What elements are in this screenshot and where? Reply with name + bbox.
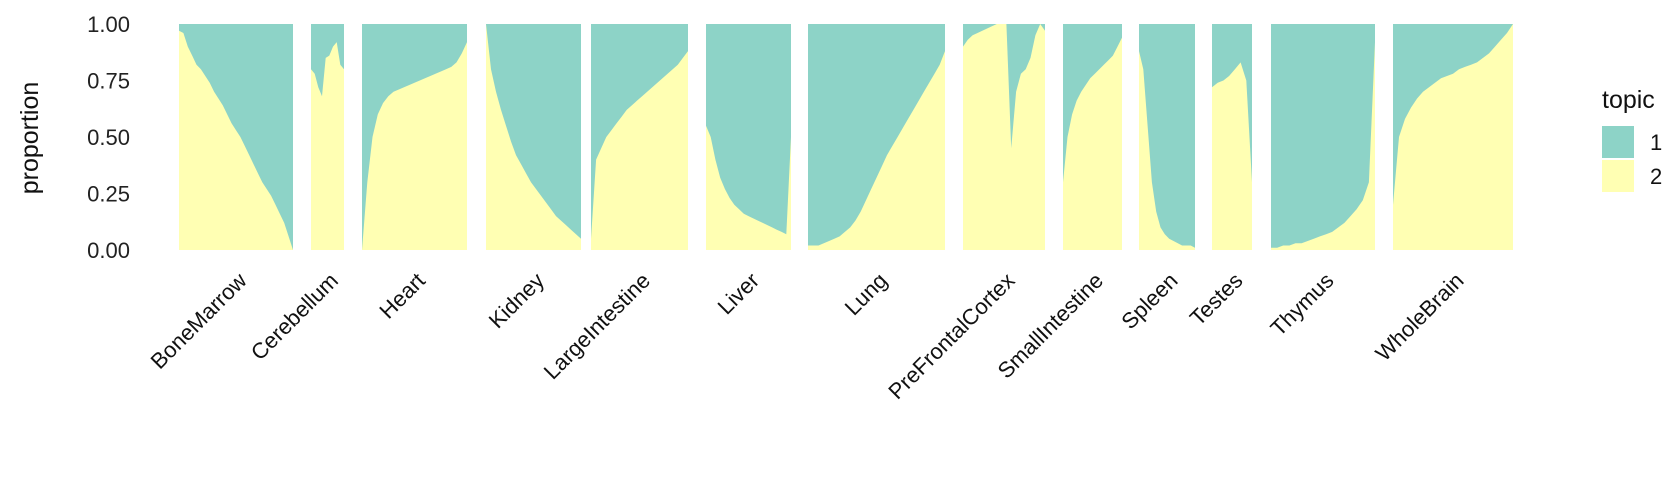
y-tick-label: 0.00 [87,238,130,263]
legend-swatch-topic-1 [1602,126,1634,158]
legend-label-topic-2: 2 [1650,164,1662,189]
group-label-cerebellum: Cerebellum [246,268,343,365]
y-tick-label: 0.25 [87,182,130,207]
topic-2-area-bone-marrow [179,30,293,250]
group-label-large-intestine: LargeIntestine [539,268,655,384]
topic-2-area-small-intestine [1063,37,1122,250]
panel-thymus [1271,24,1375,250]
y-axis-title: proportion [16,82,44,195]
panel-liver [706,24,791,250]
topic-2-area-whole-brain [1393,24,1513,250]
group-label-whole-brain: WholeBrain [1370,268,1468,366]
panel-heart [362,24,467,250]
group-label-heart: Heart [374,268,430,324]
group-label-kidney: Kidney [484,268,549,333]
topic-2-area-cerebellum [311,42,344,250]
y-tick-label: 0.75 [87,69,130,94]
panel-spleen [1139,24,1195,250]
group-label-liver: Liver [713,268,764,319]
panel-cerebellum [311,24,344,250]
panel-pre-frontal-cortex [963,24,1045,250]
legend-title: topic [1602,86,1655,114]
panel-large-intestine [591,24,688,250]
panel-testes [1212,24,1252,251]
group-label-testes: Testes [1185,268,1248,331]
topic-2-area-spleen [1139,51,1195,250]
y-axis: 0.00 0.25 0.50 0.75 1.00 [87,12,130,263]
panel-whole-brain [1393,24,1513,250]
topic-2-area-testes [1212,62,1252,251]
legend-label-topic-1: 1 [1650,130,1662,155]
panel-kidney [486,24,581,250]
y-tick-label: 0.50 [87,125,130,150]
legend: topic 1 2 [1602,86,1662,192]
panel-small-intestine [1063,24,1122,250]
topic-2-area-pre-frontal-cortex [963,24,1045,250]
panel-bone-marrow [179,24,293,250]
group-label-spleen: Spleen [1116,268,1182,334]
topic-2-area-thymus [1271,42,1375,250]
group-label-pre-frontal-cortex: PreFrontalCortex [883,268,1019,404]
topic-2-area-heart [362,42,467,250]
topic-2-area-large-intestine [591,51,688,250]
group-label-bone-marrow: BoneMarrow [146,268,252,374]
panel-lung [808,24,945,250]
group-label-lung: Lung [840,268,892,320]
topic-2-area-lung [808,51,945,250]
topic-2-area-kidney [486,24,581,250]
legend-swatch-topic-2 [1602,160,1634,192]
y-tick-label: 1.00 [87,12,130,37]
group-label-thymus: Thymus [1266,268,1339,341]
topic-2-area-liver [706,125,791,250]
panels [179,24,1513,251]
